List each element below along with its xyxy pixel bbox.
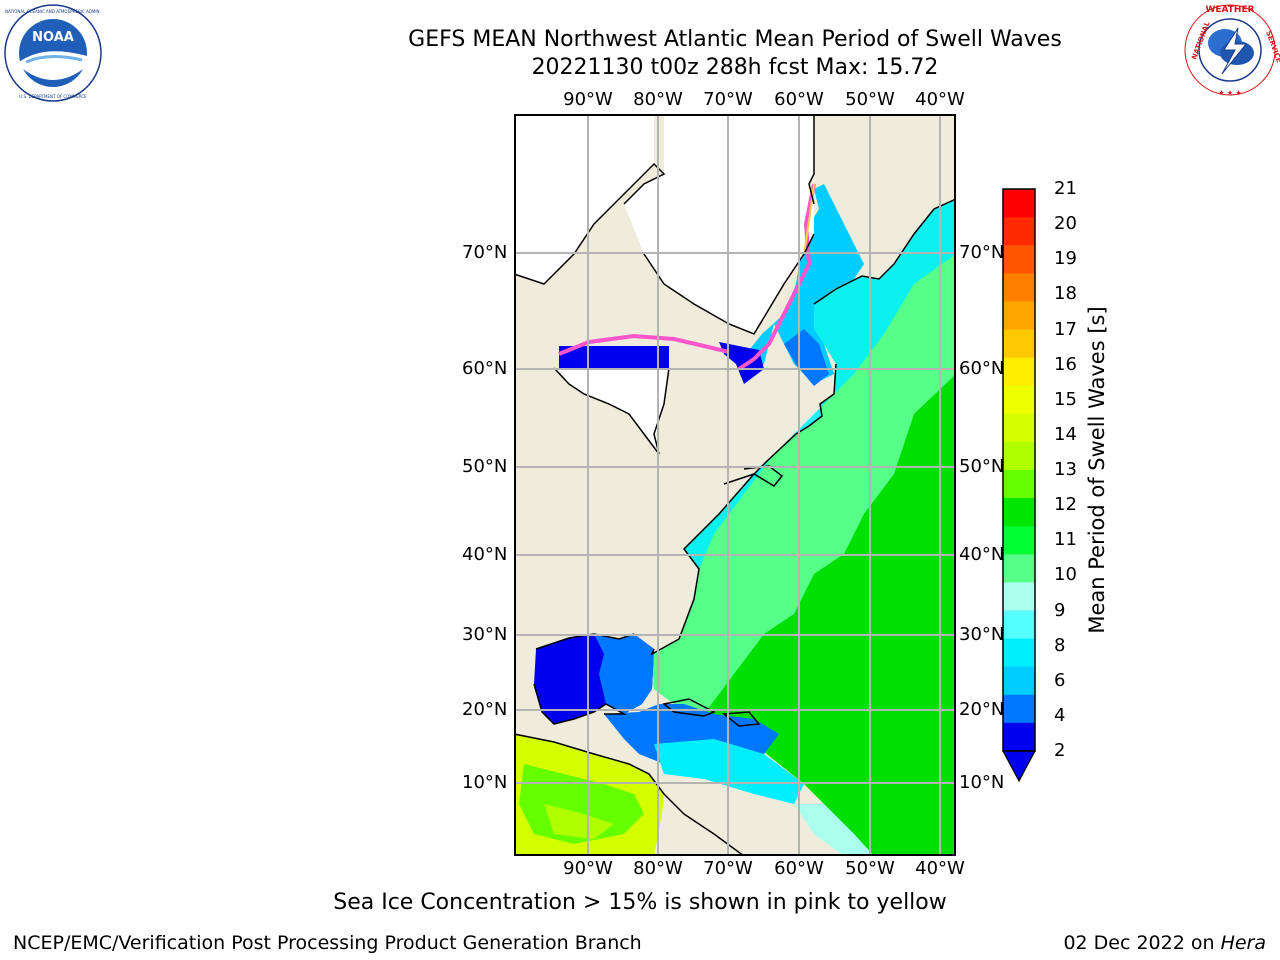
graticule [515, 115, 955, 855]
svg-text:NATIONAL OCEANIC AND ATMOSPHER: NATIONAL OCEANIC AND ATMOSPHERIC ADMIN. [5, 9, 101, 14]
colorbar-frame [1002, 188, 1036, 752]
colorbar [1002, 188, 1036, 783]
colorbar-tick-label: 11 [1054, 529, 1077, 551]
map-panel [514, 114, 956, 856]
labrador-sea [746, 184, 864, 384]
lon-label-bottom-40w: 40°W [915, 858, 965, 879]
svg-text:★ ★ ★: ★ ★ ★ [1218, 89, 1241, 97]
footer-date-text: 02 Dec 2022 on [1063, 932, 1221, 954]
lon-label-bottom-70w: 70°W [703, 858, 753, 879]
svg-text:U.S. DEPARTMENT OF COMMERCE: U.S. DEPARTMENT OF COMMERCE [19, 94, 87, 99]
lon-label-bottom-80w: 80°W [633, 858, 683, 879]
colorbar-bin [1003, 610, 1035, 640]
colorbar-bin [1003, 189, 1035, 218]
colorbar-bin [1003, 413, 1035, 443]
colorbar-tick-label: 19 [1054, 248, 1077, 270]
lat-label-right-70n: 70°N [959, 242, 1005, 263]
map-title: GEFS MEAN Northwest Atlantic Mean Period… [408, 27, 1062, 52]
colorbar-bin [1003, 385, 1035, 415]
lat-label-left-30n: 30°N [462, 624, 508, 645]
lon-label-top-80w: 80°W [633, 89, 683, 110]
lon-label-top-60w: 60°W [774, 89, 824, 110]
colorbar-tick-label: 18 [1054, 283, 1077, 305]
noaa-logo: NOAA NATIONAL OCEANIC AND ATMOSPHERIC AD… [4, 4, 102, 102]
ice-free-region [554, 368, 669, 454]
lat-label-left-50n: 50°N [462, 456, 508, 477]
colorbar-bin [1003, 694, 1035, 724]
lat-label-right-50n: 50°N [959, 456, 1005, 477]
nws-logo: WEATHER NATIONAL SERVICE ★ ★ ★ [1183, 3, 1280, 97]
lat-label-left-20n: 20°N [462, 699, 508, 720]
lon-label-bottom-50w: 50°W [845, 858, 895, 879]
lat-label-right-20n: 20°N [959, 699, 1005, 720]
lat-label-right-60n: 60°N [959, 358, 1005, 379]
colorbar-tick-label: 9 [1054, 599, 1066, 621]
colorbar-bin [1003, 441, 1035, 471]
lat-label-right-30n: 30°N [959, 624, 1005, 645]
sea-ice-note: Sea Ice Concentration > 15% is shown in … [333, 890, 947, 915]
colorbar-bin [1003, 245, 1035, 274]
lat-label-left-70n: 70°N [462, 242, 508, 263]
colorbar-bin [1003, 582, 1035, 611]
lon-label-top-50w: 50°W [845, 89, 895, 110]
colorbar-tick-label: 12 [1054, 494, 1077, 516]
colorbar-bin [1003, 357, 1035, 387]
colorbar-bin [1003, 217, 1035, 246]
colorbar-bin [1003, 666, 1035, 696]
colorbar-bin [1003, 498, 1035, 527]
colorbar-tick-label: 20 [1054, 213, 1077, 235]
lat-label-left-60n: 60°N [462, 358, 508, 379]
colorbar-bin [1003, 638, 1035, 668]
footer-host: Hera [1220, 932, 1266, 954]
colorbar-tick-label: 14 [1054, 423, 1077, 445]
colorbar-bin [1003, 470, 1035, 499]
map-subtitle: 20221130 t00z 288h fcst Max: 15.72 [531, 55, 939, 80]
lat-label-left-10n: 10°N [462, 772, 508, 793]
colorbar-tick-label: 8 [1054, 634, 1066, 656]
colorbar-title: Mean Period of Swell Waves [s] [1085, 306, 1109, 634]
footer-date: 02 Dec 2022 on Hera [1063, 932, 1266, 954]
colorbar-bin [1003, 329, 1035, 359]
colorbar-bin [1003, 526, 1035, 555]
colorbar-bin [1003, 554, 1035, 583]
colorbar-tick-label: 13 [1054, 459, 1077, 480]
lon-label-top-40w: 40°W [915, 89, 965, 110]
lon-label-bottom-90w: 90°W [563, 858, 613, 879]
colorbar-tick-label: 17 [1054, 318, 1077, 340]
colorbar-tick-label: 10 [1054, 564, 1077, 586]
lon-label-top-70w: 70°W [703, 89, 753, 110]
lat-label-left-40n: 40°N [462, 544, 508, 565]
colorbar-bin [1003, 273, 1035, 302]
colorbar-tick-label: 2 [1054, 740, 1066, 761]
colorbar-under-triangle [1002, 750, 1036, 783]
hudson-bay-strip [559, 346, 669, 368]
svg-text:WEATHER: WEATHER [1205, 5, 1254, 15]
footer-credit: NCEP/EMC/Verification Post Processing Pr… [13, 932, 642, 954]
svg-text:NOAA: NOAA [32, 30, 74, 45]
colorbar-tick-label: 21 [1054, 178, 1077, 199]
colorbar-tick-label: 4 [1054, 704, 1066, 726]
lon-label-top-90w: 90°W [563, 89, 613, 110]
lat-label-right-10n: 10°N [959, 772, 1005, 793]
lat-label-right-40n: 40°N [959, 544, 1005, 565]
colorbar-tick-label: 15 [1054, 388, 1077, 410]
colorbar-tick-label: 6 [1054, 669, 1066, 691]
lon-label-bottom-60w: 60°W [774, 858, 824, 879]
colorbar-tick-label: 16 [1054, 353, 1077, 375]
colorbar-bin [1003, 301, 1035, 330]
colorbar-bin [1003, 722, 1035, 752]
